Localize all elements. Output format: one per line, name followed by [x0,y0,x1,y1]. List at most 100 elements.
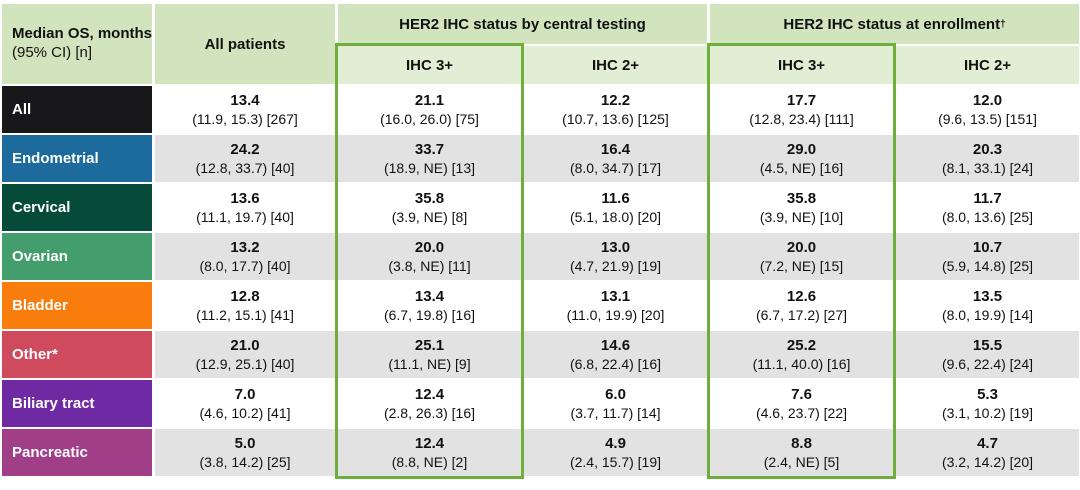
os-data-cell: 20.0 (7.2, NE) [15] [710,233,893,280]
group-header-enrollment: HER2 IHC status at enrollment † [710,4,1079,44]
os-data-cell: 15.5 (9.6, 22.4) [24] [896,331,1079,378]
confidence-interval-n: (8.0, 19.9) [14] [941,307,1034,324]
os-data-cell: 12.6 (6.7, 17.2) [27] [710,282,893,329]
median-os-value: 13.5 [972,287,1003,305]
os-data-cell: 35.8 (3.9, NE) [8] [338,184,521,231]
os-data-cell: 24.2 (12.8, 33.7) [40] [155,135,335,182]
median-os-value: 11.6 [601,189,630,207]
row-label-all: All [2,86,152,133]
median-os-value: 15.5 [972,336,1003,354]
confidence-interval-n: (8.0, 34.7) [17] [569,160,662,177]
median-os-value: 11.7 [973,189,1002,207]
os-data-cell: 25.1 (11.1, NE) [9] [338,331,521,378]
confidence-interval-n: (12.8, 23.4) [111] [749,111,854,128]
median-os-value: 12.4 [414,434,445,452]
median-os-value: 35.8 [786,189,817,207]
median-os-value: 25.2 [786,336,817,354]
confidence-interval-n: (8.0, 17.7) [40] [199,258,291,275]
os-data-cell: 20.3 (8.1, 33.1) [24] [896,135,1079,182]
confidence-interval-n: (4.7, 21.9) [19] [569,258,662,275]
os-data-cell: 35.8 (3.9, NE) [10] [710,184,893,231]
group-header-central-testing: HER2 IHC status by central testing [338,4,707,44]
group-header-enrollment-label: HER2 IHC status at enrollment [783,15,1001,33]
os-data-cell: 13.6 (11.1, 19.7) [40] [155,184,335,231]
confidence-interval-n: (12.8, 33.7) [40] [195,160,295,177]
os-data-cell: 25.2 (11.1, 40.0) [16] [710,331,893,378]
median-os-value: 7.0 [234,385,256,403]
confidence-interval-n: (3.8, NE) [11] [388,258,471,275]
confidence-interval-n: (4.6, 23.7) [22] [755,405,848,422]
row-label-ovarian: Ovarian [2,233,152,280]
confidence-interval-n: (3.8, 14.2) [25] [199,454,291,471]
median-os-value: 12.8 [230,287,260,305]
confidence-interval-n: (4.5, NE) [16] [759,160,844,177]
median-os-value: 20.3 [972,140,1003,158]
confidence-interval-n: (8.1, 33.1) [24] [941,160,1034,177]
confidence-interval-n: (9.6, 22.4) [24] [941,356,1034,373]
median-os-value: 25.1 [414,336,445,354]
os-data-cell: 33.7 (18.9, NE) [13] [338,135,521,182]
median-os-value: 13.6 [230,189,260,207]
confidence-interval-n: (5.1, 18.0) [20] [569,209,662,226]
median-os-value: 20.0 [786,238,817,256]
confidence-interval-n: (2.8, 26.3) [16] [383,405,476,422]
os-data-cell: 29.0 (4.5, NE) [16] [710,135,893,182]
os-data-cell: 4.7 (3.2, 14.2) [20] [896,429,1079,476]
median-os-value: 13.4 [230,91,260,109]
os-data-cell: 13.1 (11.0, 19.9) [20] [524,282,707,329]
median-os-value: 6.0 [605,385,626,403]
corner-title: Median OS, months [12,25,153,43]
confidence-interval-n: (3.7, 11.7) [14] [570,405,661,422]
confidence-interval-n: (18.9, NE) [13] [383,160,476,177]
os-data-cell: 17.7 (12.8, 23.4) [111] [710,86,893,133]
os-data-cell: 11.6 (5.1, 18.0) [20] [524,184,707,231]
os-data-cell: 21.0 (12.9, 25.1) [40] [155,331,335,378]
os-data-cell: 12.8 (11.2, 15.1) [41] [155,282,335,329]
subheader-enrollment-ihc2: IHC 2+ [896,46,1079,84]
median-os-value: 4.9 [605,434,626,452]
confidence-interval-n: (4.6, 10.2) [41] [199,405,291,422]
row-label-other: Other* [2,331,152,378]
confidence-interval-n: (2.4, NE) [5] [763,454,840,471]
median-os-value: 24.2 [230,140,260,158]
corner-header-median-os: Median OS, months (95% CI) [n] [2,4,152,84]
os-data-cell: 14.6 (6.8, 22.4) [16] [524,331,707,378]
median-os-value: 13.0 [600,238,631,256]
median-os-value: 12.2 [600,91,631,109]
confidence-interval-n: (11.2, 15.1) [41] [196,307,294,324]
group-header-central-testing-label: HER2 IHC status by central testing [399,15,646,33]
median-os-value: 33.7 [414,140,445,158]
corner-subtitle: (95% CI) [n] [12,44,93,61]
confidence-interval-n: (5.9, 14.8) [25] [941,258,1034,275]
median-os-value: 7.6 [791,385,812,403]
median-os-value: 4.7 [977,434,998,452]
median-os-value: 12.4 [414,385,445,403]
median-os-value: 5.0 [234,434,256,452]
os-data-cell: 5.0 (3.8, 14.2) [25] [155,429,335,476]
subheader-central-ihc3: IHC 3+ [338,46,521,84]
confidence-interval-n: (9.6, 13.5) [151] [938,111,1037,128]
os-data-cell: 21.1 (16.0, 26.0) [75] [338,86,521,133]
median-os-value: 13.4 [414,287,445,305]
os-data-cell: 11.7 (8.0, 13.6) [25] [896,184,1079,231]
os-data-cell: 20.0 (3.8, NE) [11] [338,233,521,280]
row-label-cervical: Cervical [2,184,152,231]
os-data-cell: 13.4 (11.9, 15.3) [267] [155,86,335,133]
os-data-cell: 8.8 (2.4, NE) [5] [710,429,893,476]
confidence-interval-n: (11.1, NE) [9] [388,356,471,373]
os-data-cell: 4.9 (2.4, 15.7) [19] [524,429,707,476]
subheader-enrollment-ihc3: IHC 3+ [710,46,893,84]
row-label-endometrial: Endometrial [2,135,152,182]
os-data-cell: 5.3 (3.1, 10.2) [19] [896,380,1079,427]
row-label-bladder: Bladder [2,282,152,329]
median-os-value: 29.0 [786,140,817,158]
median-os-value: 12.0 [972,91,1003,109]
confidence-interval-n: (3.1, 10.2) [19] [941,405,1034,422]
confidence-interval-n: (3.2, 14.2) [20] [941,454,1034,471]
median-os-value: 12.6 [786,287,817,305]
median-os-value: 14.6 [600,336,631,354]
median-os-value: 10.7 [972,238,1003,256]
row-label-pancreatic: Pancreatic [2,429,152,476]
median-os-value: 13.2 [230,238,260,256]
confidence-interval-n: (3.9, NE) [8] [391,209,468,226]
